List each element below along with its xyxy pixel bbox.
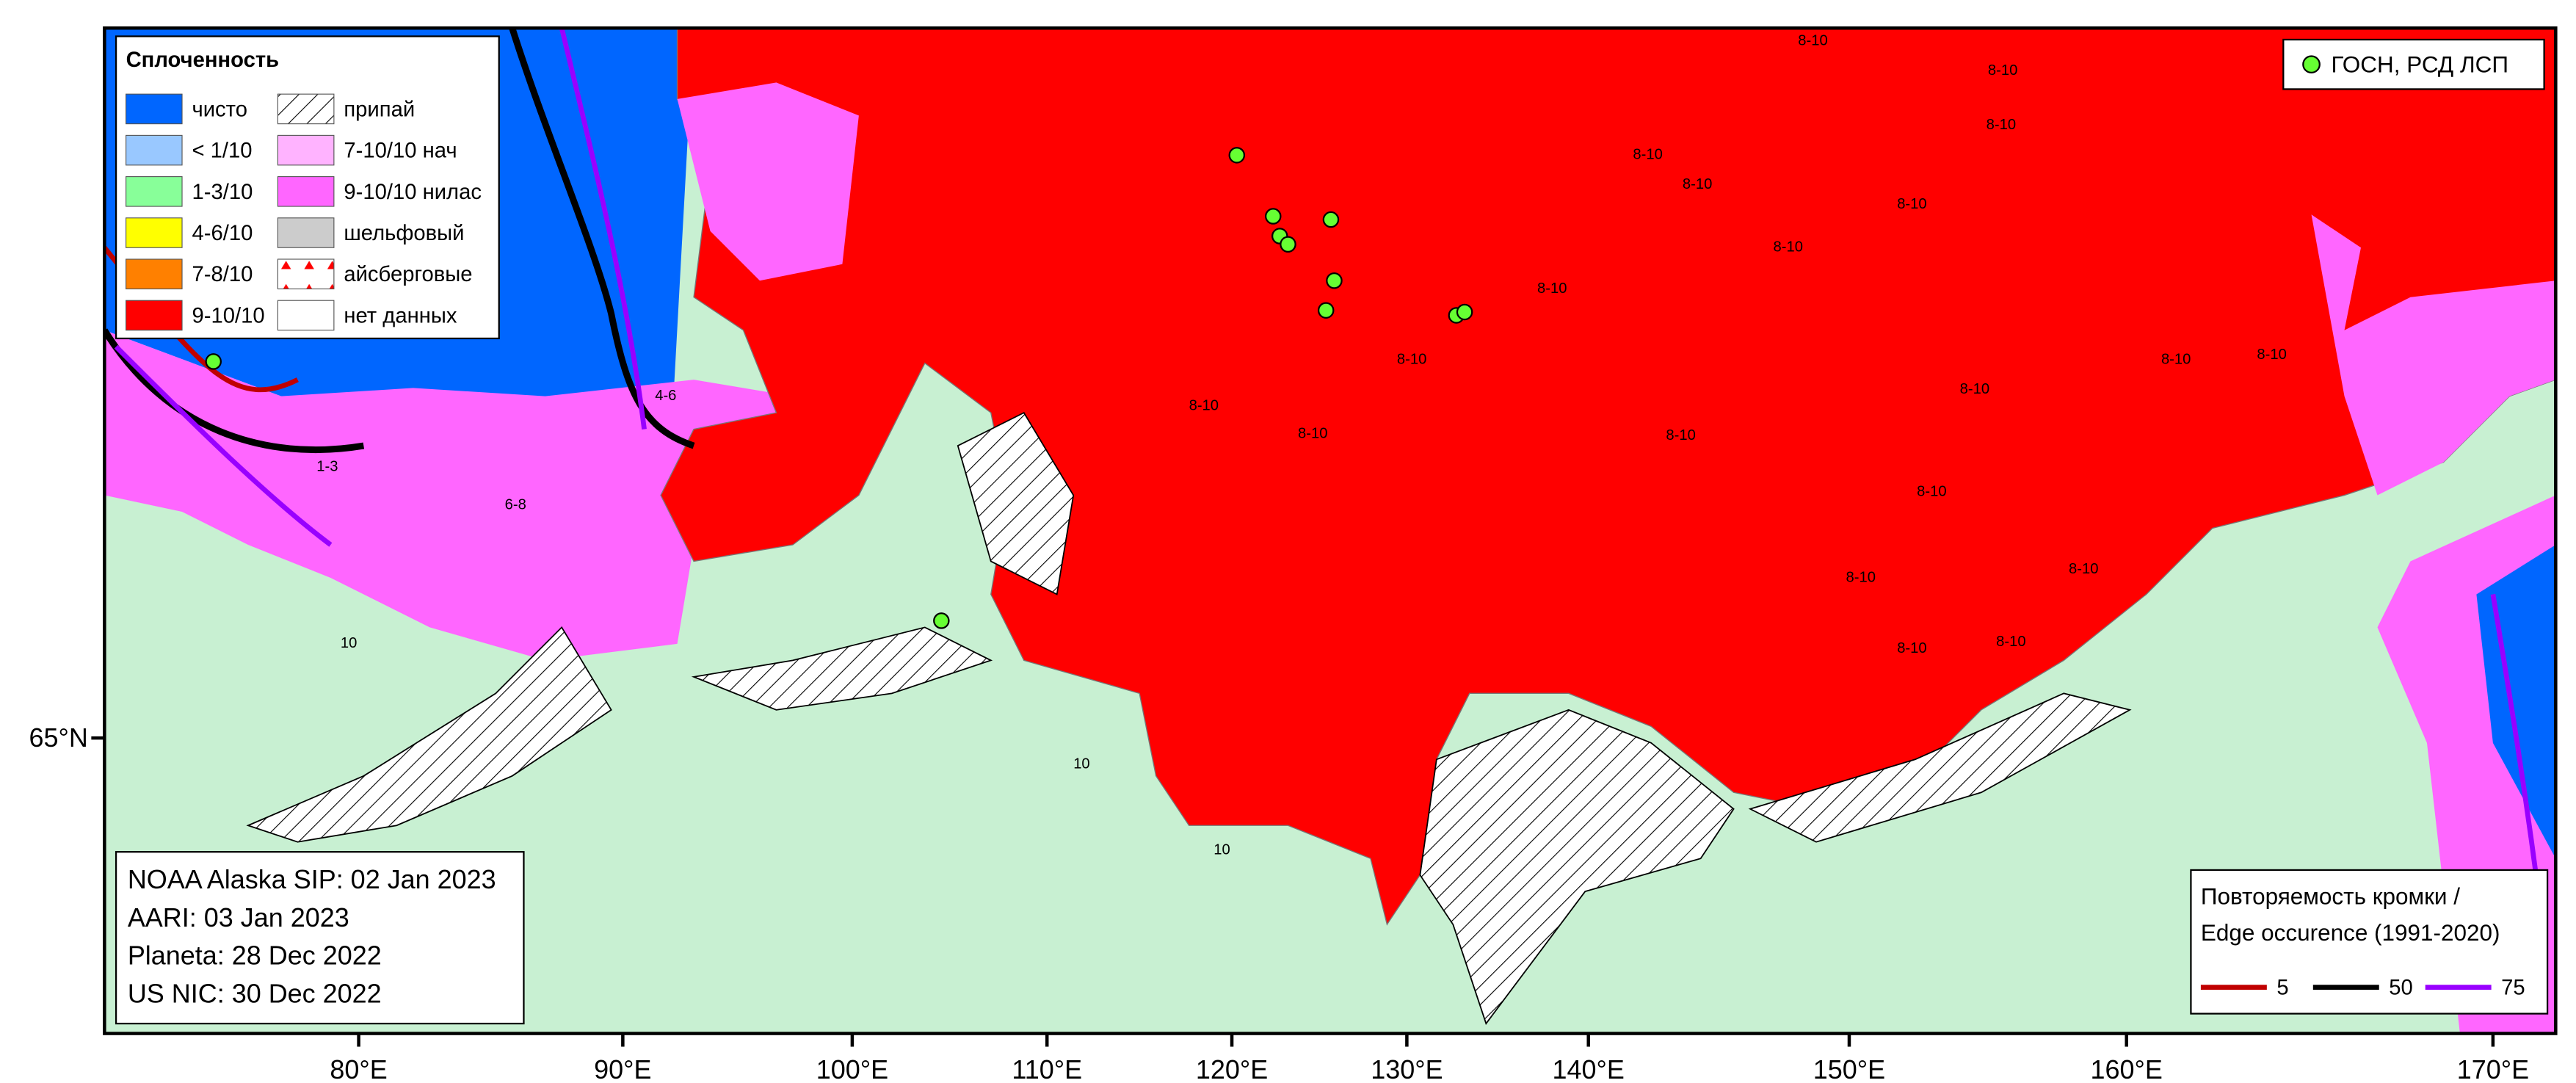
lon-label: 130°E <box>1371 1054 1443 1083</box>
legend-label: 9-10/10 <box>192 304 265 327</box>
ice-label: 8-10 <box>1897 640 1926 656</box>
edge-legend-title: Повторяемость кромки / <box>2201 883 2460 909</box>
legend-swatch <box>277 93 335 125</box>
legend-label: нет данных <box>344 304 457 327</box>
legend-label: чисто <box>192 98 247 121</box>
edge-line-50 <box>104 328 365 454</box>
legend-swatch <box>277 176 335 207</box>
legend-swatch <box>126 93 183 125</box>
ice-label: 8-10 <box>1996 634 2025 650</box>
edge-label: 50 <box>2389 977 2413 1000</box>
source-line: NOAA Alaska SIP: 02 Jan 2023 <box>128 864 496 894</box>
lon-label: 90°E <box>594 1054 651 1083</box>
station-label: ГОСН, РСД ЛСП <box>2332 51 2508 77</box>
legend-swatch <box>277 258 335 290</box>
legend-label: < 1/10 <box>192 140 253 163</box>
edge-legend: Повторяемость кромки / Edge occurence (19… <box>2190 869 2549 1015</box>
legend-title: Сплоченность <box>126 48 280 72</box>
ice-label: 8-10 <box>1683 176 1712 192</box>
nilas-area <box>104 330 793 661</box>
ice-label: 8-10 <box>1846 569 1875 585</box>
source-line: AARI: 03 Jan 2023 <box>128 902 349 932</box>
ice-label: 8-10 <box>1537 280 1567 297</box>
ice-label: 8-10 <box>1189 397 1219 413</box>
ice-label: 8-10 <box>1774 239 1803 256</box>
lat-label: 65°N <box>29 722 87 753</box>
legend-swatch <box>277 134 335 166</box>
legend-label: 9-10/10 нилас <box>344 181 482 204</box>
fast-ice <box>957 411 1075 595</box>
legend-label: 7-8/10 <box>192 263 253 286</box>
ice-9-10 <box>660 28 2556 926</box>
stations <box>205 147 1473 629</box>
station-legend: ГОСН, РСД ЛСП <box>2282 38 2545 90</box>
ice-label: 8-10 <box>1987 117 2016 133</box>
edge-legend-title: Edge occurence (1991-2020) <box>2201 920 2500 946</box>
fast-ice <box>246 626 612 843</box>
ice-label: 8-10 <box>1666 427 1695 443</box>
fast-ice <box>1419 709 1735 1025</box>
ice-label: 10 <box>1213 841 1230 858</box>
edge-line-75 <box>114 344 333 547</box>
fast-ice <box>691 626 993 711</box>
legend-swatch <box>126 258 183 290</box>
legend: Сплоченность чисто < 1/10 1-3/10 4-6/10 7-8/… <box>115 35 500 340</box>
lon-label: 110°E <box>1012 1054 1082 1083</box>
ice-label: 1-3 <box>316 459 338 475</box>
legend-label: 4-6/10 <box>192 222 253 245</box>
nilas-area <box>2311 214 2556 496</box>
ice-label: 6-8 <box>505 496 526 512</box>
legend-label: айсберговые <box>344 263 472 286</box>
legend-label: 7-10/10 нач <box>344 140 457 163</box>
legend-label: припай <box>344 98 415 121</box>
ice-label: 10 <box>1073 756 1090 772</box>
lon-label: 160°E <box>2091 1054 2163 1083</box>
lon-label: 150°E <box>1813 1054 1885 1083</box>
ice-label: 8-10 <box>1298 426 1327 442</box>
ice-labels: 8-10 8-10 8-10 8-10 8-10 8-10 8-10 8-10 8-10 8-10… <box>316 33 2287 858</box>
ice-label: 8-10 <box>2257 347 2286 363</box>
lon-label: 100°E <box>816 1054 888 1083</box>
lon-label: 120°E <box>1196 1054 1268 1083</box>
ice-label: 8-10 <box>1960 381 1989 397</box>
edge-line-75 <box>559 28 647 430</box>
edge-label: 75 <box>2501 977 2525 1000</box>
sources: NOAA Alaska SIP: 02 Jan 2023 AARI: 03 Jan… <box>115 851 525 1025</box>
ice-label: 8-10 <box>2069 561 2098 577</box>
ice-label: 8-10 <box>1988 62 2017 79</box>
legend-swatch <box>126 176 183 207</box>
ice-label: 8-10 <box>1397 352 1426 368</box>
map-frame <box>103 26 2558 1035</box>
ice-label: 8-10 <box>1798 33 1827 49</box>
nilas-area <box>677 82 859 281</box>
station-legend-box <box>2282 38 2545 90</box>
edge-label: 5 <box>2276 977 2288 1000</box>
edge-line-50 <box>509 28 695 449</box>
ice-label: 8-10 <box>1897 196 1926 212</box>
ice-label: 4-6 <box>655 388 676 404</box>
legend-swatch <box>126 300 183 331</box>
legend-swatch <box>126 134 183 166</box>
ice-label: 10 <box>341 635 358 651</box>
legend-swatch <box>126 217 183 248</box>
lon-label: 80°E <box>330 1054 387 1083</box>
sources-box <box>115 851 525 1025</box>
legend-swatch <box>277 300 335 331</box>
legend-label: шельфовый <box>344 222 464 245</box>
legend-swatch <box>277 217 335 248</box>
axes: 80°E 90°E 100°E 110°E 120°E 130°E 140°E 150°E 16… <box>29 722 2529 1083</box>
source-line: Planeta: 28 Dec 2022 <box>128 941 382 971</box>
fast-ice <box>1748 692 2132 843</box>
station-swatch <box>2302 55 2321 74</box>
legend-label: 1-3/10 <box>192 181 253 204</box>
ice-label: 8-10 <box>1633 147 1662 163</box>
lon-label: 170°E <box>2457 1054 2529 1083</box>
source-line: US NIC: 30 Dec 2022 <box>128 978 382 1008</box>
ice-label: 8-10 <box>2161 352 2191 368</box>
lon-label: 140°E <box>1553 1054 1625 1083</box>
ice-label: 8-10 <box>1917 483 1946 499</box>
map-area: 8-10 8-10 8-10 8-10 8-10 8-10 8-10 8-10 8-10 8-10… <box>104 28 2556 1034</box>
